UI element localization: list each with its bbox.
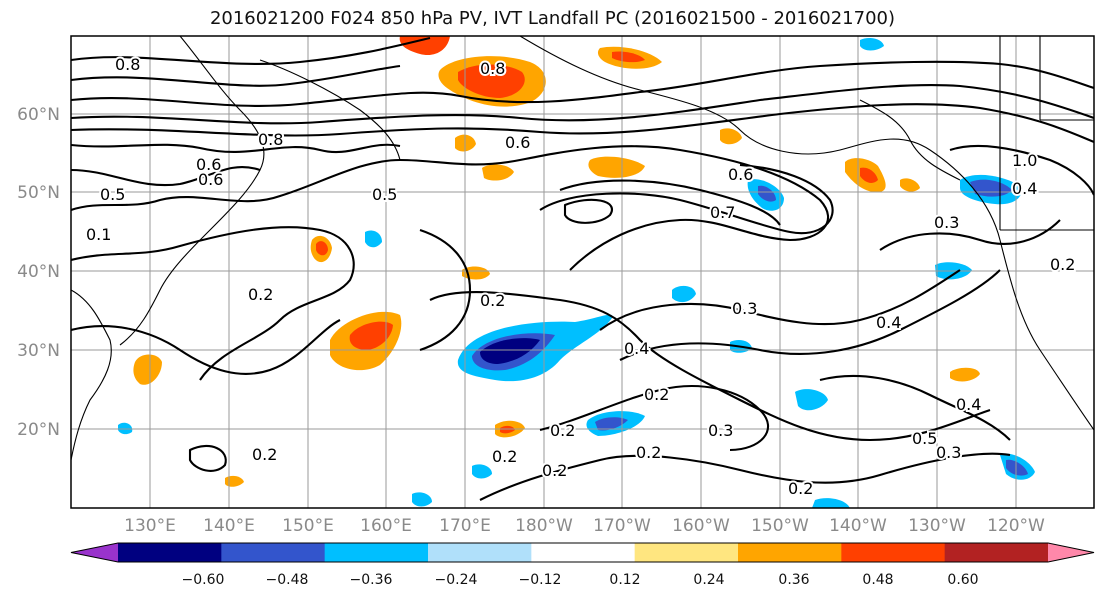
contour-labels: 0.8 0.2 0.6 0.5 0.8 0.6 0.1 0.6 0.7 0.2 …: [84, 53, 1077, 500]
colorbar-tick-label: 0.60: [947, 572, 978, 588]
lat-label: 50°N: [17, 183, 60, 203]
lon-label: 170°E: [439, 516, 491, 536]
colorbar: [70, 542, 1095, 563]
colorbar-extend-min: [71, 543, 118, 562]
colorbar-tick-label: −0.12: [519, 572, 562, 588]
colorbar-tick-label: −0.48: [266, 572, 309, 588]
contour-label: 0.5: [912, 429, 937, 448]
contour-label: 0.6: [728, 165, 753, 184]
contour-label: 0.2: [542, 461, 567, 480]
colorbar-swatch: [944, 543, 1049, 562]
contour-label: 0.6: [196, 155, 221, 174]
longitude-labels: 130°E 140°E 150°E 160°E 170°E 180°W 170°…: [124, 516, 1045, 536]
graticule: [71, 36, 1094, 508]
colorbar-tick-label: −0.24: [435, 572, 478, 588]
map-title: 2016021200 F024 850 hPa PV, IVT Landfall…: [209, 8, 896, 29]
colorbar-tick-label: 0.24: [693, 572, 724, 588]
contour-label: 0.3: [732, 299, 757, 318]
lon-label: 160°E: [360, 516, 412, 536]
contour-label: 0.8: [258, 130, 283, 149]
colorbar-tick-label: −0.36: [350, 572, 393, 588]
colorbar-tick-label: 0.12: [609, 572, 640, 588]
contour-label: 0.8: [115, 55, 140, 74]
contour-label: 0.6: [505, 133, 530, 152]
colorbar-swatch: [531, 543, 636, 562]
contour-label: 0.1: [86, 225, 111, 244]
colorbar-tick-label: 0.48: [862, 572, 893, 588]
contour-label: 0.4: [624, 339, 649, 358]
contour-label: 0.2: [644, 385, 669, 404]
pv-shading: [118, 36, 1035, 508]
contour-label: 0.5: [372, 185, 397, 204]
contour-label: 0.2: [550, 421, 575, 440]
ivt-contours: [71, 36, 1094, 501]
lon-label: 180°W: [515, 516, 573, 536]
colorbar-swatch: [221, 543, 326, 562]
lat-label: 60°N: [17, 105, 60, 125]
contour-label: 0.6: [198, 170, 223, 189]
contour-label: 0.2: [788, 479, 813, 498]
contour-label: 1.0: [1012, 151, 1037, 170]
map-frame: [70, 35, 1095, 509]
contour-label: 0.3: [934, 213, 959, 232]
colorbar-swatch: [324, 543, 429, 562]
contour-label: 0.4: [876, 313, 901, 332]
contour-label: 0.2: [492, 447, 517, 466]
contour-label: 0.5: [100, 185, 125, 204]
lon-label: 120°W: [987, 516, 1045, 536]
contour-label: 0.4: [1012, 179, 1037, 198]
lon-label: 140°E: [203, 516, 255, 536]
colorbar-swatch: [738, 543, 842, 562]
contour-label: 0.2: [1050, 255, 1075, 274]
lon-label: 140°W: [829, 516, 887, 536]
lon-label: 160°W: [672, 516, 730, 536]
lat-label: 30°N: [17, 341, 60, 361]
pv-positive-bering-core: [458, 64, 525, 98]
lat-label: 40°N: [17, 262, 60, 282]
coastlines: [71, 36, 1094, 461]
contour-label: 0.2: [248, 285, 273, 304]
colorbar-extend-max: [1048, 543, 1094, 562]
contour-label: 0.2: [480, 291, 505, 310]
contour-label: 0.7: [710, 203, 735, 222]
colorbar-swatch: [841, 543, 946, 562]
contour-label: 0.3: [708, 421, 733, 440]
lon-label: 150°E: [282, 516, 334, 536]
colorbar-tick-label: −0.60: [182, 572, 225, 588]
pv-negative-deep: [480, 338, 540, 364]
lon-label: 170°W: [593, 516, 651, 536]
colorbar-swatch: [634, 543, 739, 562]
contour-label: 0.4: [956, 395, 981, 414]
colorbar-tick-label: 0.36: [778, 572, 809, 588]
lon-label: 130°W: [908, 516, 966, 536]
contour-label: 0.2: [252, 445, 277, 464]
contour-label: 0.3: [936, 443, 961, 462]
colorbar-swatch: [428, 543, 532, 562]
lon-label: 150°W: [751, 516, 809, 536]
latitude-labels: 60°N 50°N 40°N 30°N 20°N: [17, 105, 60, 440]
colorbar-labels: −0.60 −0.48 −0.36 −0.24 −0.12 0.12 0.24 …: [182, 572, 979, 588]
lat-label: 20°N: [17, 420, 60, 440]
colorbar-outline: [70, 542, 1095, 563]
contour-label: 0.8: [480, 59, 505, 78]
lon-label: 130°E: [124, 516, 176, 536]
contour-label: 0.2: [636, 443, 661, 462]
colorbar-swatch: [118, 543, 222, 562]
